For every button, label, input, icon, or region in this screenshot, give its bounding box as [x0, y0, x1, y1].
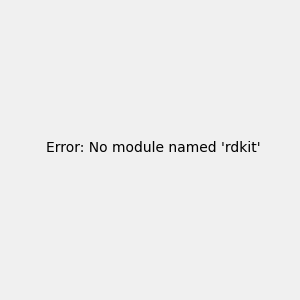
- Text: Error: No module named 'rdkit': Error: No module named 'rdkit': [46, 140, 261, 154]
